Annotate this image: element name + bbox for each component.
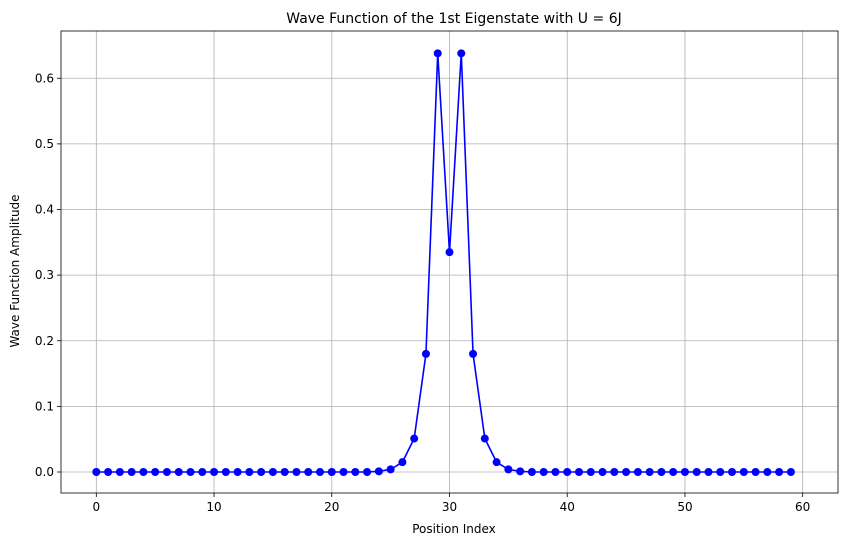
data-point: [492, 458, 501, 467]
data-point: [363, 468, 372, 476]
data-point: [304, 468, 313, 476]
data-point: [386, 465, 395, 474]
data-point: [445, 248, 454, 257]
data-point: [539, 468, 548, 476]
data-point: [610, 468, 619, 476]
data-point: [245, 468, 254, 476]
data-point: [480, 434, 489, 443]
data-point: [645, 468, 654, 476]
data-point: [669, 468, 678, 476]
data-point: [692, 468, 701, 476]
data-point: [716, 468, 725, 476]
y-tick-label: 0.1: [35, 399, 54, 413]
data-point: [704, 468, 713, 476]
y-axis-label: Wave Function Amplitude: [8, 194, 22, 347]
axis-ticks: 0 10 20 30 40 50 60 0.0 0.1 0.2 0.3 0.4 0.5 0.6: [35, 71, 810, 514]
x-tick-label: 50: [677, 500, 692, 514]
data-point: [763, 468, 772, 476]
data-point: [575, 468, 583, 476]
data-point: [680, 468, 689, 476]
data-point: [139, 468, 148, 476]
x-tick-label: 10: [206, 500, 221, 514]
data-point: [398, 458, 407, 467]
data-point: [516, 467, 525, 476]
data-point: [374, 467, 383, 476]
data-point: [504, 465, 513, 474]
x-tick-label: 60: [795, 500, 810, 514]
data-point: [410, 434, 419, 443]
data-point: [421, 349, 430, 358]
data-point: [469, 349, 478, 358]
y-tick-label: 0.3: [35, 268, 54, 282]
data-point: [657, 468, 666, 476]
y-tick-label: 0.2: [35, 334, 54, 348]
x-tick-label: 40: [560, 500, 575, 514]
data-point: [339, 468, 348, 476]
data-point: [174, 468, 183, 476]
x-tick-label: 20: [324, 500, 339, 514]
data-point: [210, 468, 219, 476]
data-point: [151, 468, 160, 476]
data-point: [92, 468, 101, 476]
data-point: [633, 468, 642, 476]
chart-title: Wave Function of the 1st Eigenstate with…: [286, 11, 621, 27]
data-point: [739, 468, 748, 476]
data-point: [751, 468, 760, 476]
x-tick-label: 30: [442, 500, 457, 514]
data-point: [115, 468, 124, 476]
data-point: [622, 468, 631, 476]
data-point: [221, 468, 230, 476]
data-point: [127, 468, 136, 476]
data-point: [292, 468, 301, 476]
data-point: [586, 468, 595, 476]
x-axis-label: Position Index: [412, 522, 496, 536]
series-layer: [92, 49, 795, 476]
y-tick-label: 0.4: [35, 203, 54, 217]
data-point: [728, 468, 737, 476]
data-point: [527, 468, 536, 476]
y-tick-label: 0.0: [35, 465, 54, 479]
data-point: [268, 468, 277, 476]
data-point: [186, 468, 195, 476]
data-point: [104, 468, 113, 476]
data-point: [327, 468, 336, 476]
data-point: [233, 468, 242, 476]
grid-lines: [61, 31, 838, 493]
data-point: [257, 468, 266, 476]
data-point: [162, 468, 171, 476]
data-point: [433, 49, 442, 58]
y-tick-label: 0.5: [35, 137, 54, 151]
series-line: [96, 52, 791, 473]
y-tick-label: 0.6: [35, 71, 54, 85]
data-point: [351, 468, 360, 476]
data-point: [598, 468, 607, 476]
data-point: [786, 468, 795, 476]
data-point: [775, 468, 784, 476]
data-point: [198, 468, 207, 476]
data-point: [316, 468, 324, 476]
data-point: [551, 468, 560, 476]
data-point: [563, 468, 572, 476]
data-point: [280, 468, 289, 476]
x-tick-label: 0: [92, 500, 100, 514]
data-point: [457, 49, 466, 58]
